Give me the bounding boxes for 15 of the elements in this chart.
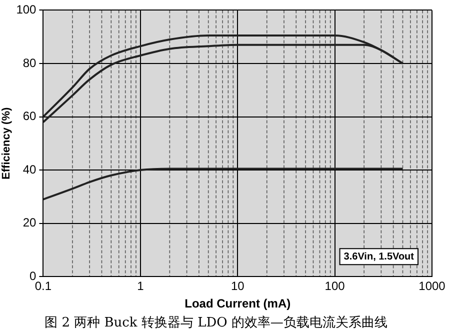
- x-tick-label: 10: [230, 279, 245, 294]
- x-tick-label: 0.1: [34, 279, 52, 294]
- y-tick-label: 80: [22, 56, 37, 70]
- y-tick-label: 0: [30, 268, 37, 283]
- y-tick-label: 20: [22, 216, 37, 230]
- y-tick-label: 100: [16, 2, 37, 17]
- x-tick-label: 100: [324, 279, 346, 294]
- y-tick-label: 60: [22, 109, 37, 124]
- x-axis-title: Load Current (mA): [184, 296, 291, 311]
- annotation: 3.6Vin, 1.5Vout: [344, 251, 415, 262]
- text: 图 2 两种 Buck 转换器与 LDO 的效率—负载电流关系曲线: [44, 314, 388, 331]
- y-axis-title: Efficiency (%): [0, 107, 13, 180]
- x-tick-label: 1: [137, 279, 144, 294]
- y-tick-label: 40: [22, 162, 37, 176]
- x-tick-label: 1000: [418, 279, 446, 294]
